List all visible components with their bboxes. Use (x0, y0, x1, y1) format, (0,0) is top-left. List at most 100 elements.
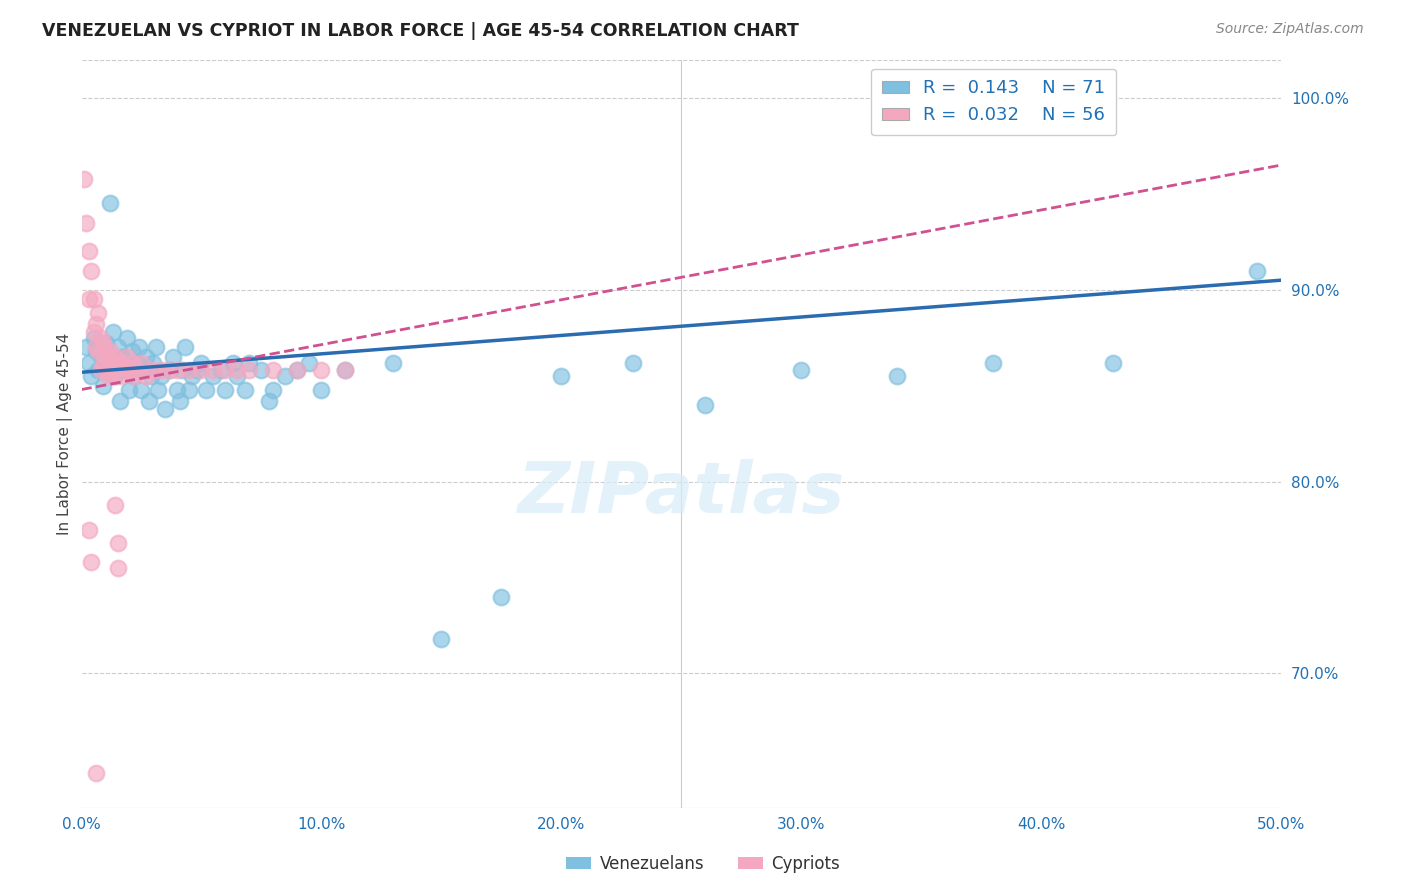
Point (148, 383, 170, 397)
Point (149, 363, 172, 377)
Point (250, 363, 273, 377)
Point (77, 523, 100, 537)
Point (214, 383, 236, 397)
Point (202, 363, 225, 377)
Point (159, 363, 181, 377)
Point (104, 363, 127, 377)
Point (981, 356, 1004, 370)
Point (166, 363, 188, 377)
Text: Source: ZipAtlas.com: Source: ZipAtlas.com (1216, 22, 1364, 37)
Point (125, 363, 148, 377)
Point (142, 356, 165, 370)
Point (173, 340, 195, 354)
Text: ZIPatlas: ZIPatlas (517, 459, 845, 528)
Point (430, 632, 453, 646)
Point (262, 363, 284, 377)
Point (121, 344, 143, 359)
Point (166, 383, 188, 397)
Point (114, 363, 136, 377)
Point (145, 340, 167, 354)
Point (257, 394, 280, 409)
Point (186, 363, 208, 377)
Legend: Venezuelans, Cypriots: Venezuelans, Cypriots (560, 848, 846, 880)
Point (131, 356, 153, 370)
Point (695, 398, 717, 412)
Point (287, 363, 309, 377)
Point (131, 383, 153, 397)
Point (195, 383, 218, 397)
Y-axis label: In Labor Force | Age 45-54: In Labor Force | Age 45-54 (58, 333, 73, 535)
Point (382, 356, 405, 370)
Point (80, 555, 103, 569)
Point (180, 369, 202, 384)
Point (274, 369, 297, 384)
Point (111, 350, 134, 364)
Point (298, 356, 321, 370)
Point (121, 356, 143, 370)
Point (83, 293, 105, 307)
Point (214, 363, 236, 377)
Point (124, 369, 146, 384)
Point (98, 363, 121, 377)
Point (238, 363, 260, 377)
Point (311, 383, 333, 397)
Point (162, 350, 184, 364)
Point (135, 369, 157, 384)
Point (77, 293, 100, 307)
Point (115, 350, 138, 364)
Point (77, 244, 100, 259)
Point (91, 378, 114, 392)
Point (84, 340, 107, 354)
Point (209, 363, 232, 377)
Point (94, 363, 117, 377)
Point (83, 331, 105, 345)
Point (138, 394, 160, 409)
Point (84, 318, 107, 332)
Point (84, 766, 107, 780)
Point (621, 356, 644, 370)
Point (124, 369, 146, 384)
Point (790, 363, 813, 377)
Point (142, 363, 165, 377)
Point (97, 369, 120, 384)
Point (83, 325, 105, 339)
Point (98, 344, 121, 359)
Point (135, 350, 157, 364)
Point (104, 498, 127, 512)
Point (87, 306, 110, 320)
Point (84, 344, 107, 359)
Point (77, 356, 100, 370)
Point (128, 340, 150, 354)
Point (287, 363, 309, 377)
Point (115, 331, 138, 345)
Point (90, 363, 112, 377)
Point (335, 363, 357, 377)
Point (1102, 356, 1125, 370)
Point (80, 369, 103, 384)
Point (149, 369, 172, 384)
Point (101, 356, 124, 370)
Point (172, 363, 194, 377)
Point (202, 369, 225, 384)
Point (80, 263, 103, 277)
Point (90, 331, 112, 345)
Legend: R =  0.143    N = 71, R =  0.032    N = 56: R = 0.143 N = 71, R = 0.032 N = 56 (870, 69, 1116, 136)
Text: VENEZUELAN VS CYPRIOT IN LABOR FORCE | AGE 45-54 CORRELATION CHART: VENEZUELAN VS CYPRIOT IN LABOR FORCE | A… (42, 22, 799, 40)
Point (550, 369, 572, 384)
Point (226, 369, 249, 384)
Point (87, 363, 110, 377)
Point (90, 350, 112, 364)
Point (97, 350, 120, 364)
Point (179, 363, 201, 377)
Point (104, 350, 127, 364)
Point (94, 344, 117, 359)
Point (155, 401, 177, 416)
Point (108, 369, 131, 384)
Point (233, 383, 256, 397)
Point (139, 369, 162, 384)
Point (107, 536, 129, 550)
Point (73, 171, 96, 186)
Point (1246, 263, 1268, 277)
Point (75, 216, 97, 230)
Point (125, 356, 148, 370)
